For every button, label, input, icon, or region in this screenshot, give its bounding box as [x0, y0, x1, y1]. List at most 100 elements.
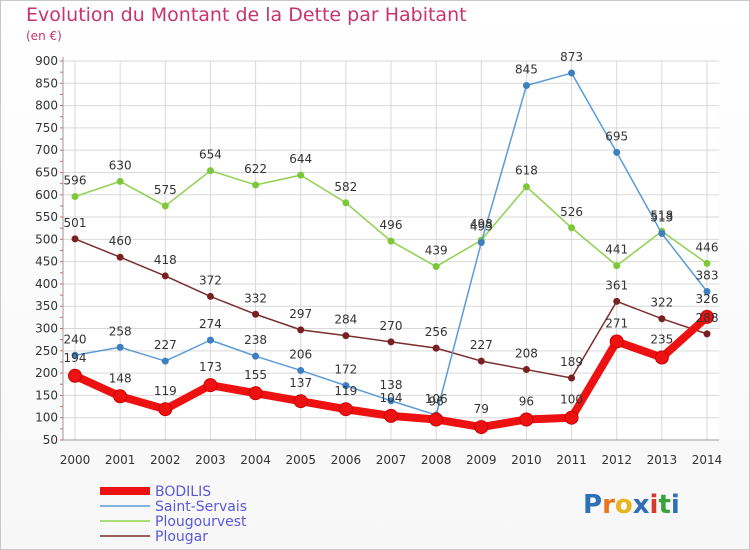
x-tick-label: 2000	[60, 453, 91, 467]
y-tick-label: 900	[35, 54, 58, 68]
data-point	[564, 410, 579, 425]
y-tick-label: 350	[35, 299, 58, 313]
data-label: 526	[560, 205, 583, 219]
data-point	[293, 394, 308, 409]
data-point	[522, 183, 530, 191]
data-label: 460	[109, 234, 132, 248]
data-point	[700, 309, 714, 324]
data-label: 227	[154, 338, 177, 352]
data-point	[609, 334, 624, 349]
data-point	[613, 148, 621, 156]
data-point	[342, 332, 350, 340]
data-label: 493	[470, 219, 493, 233]
data-label: 284	[334, 313, 357, 327]
data-point	[161, 357, 169, 365]
data-point	[116, 253, 124, 261]
data-label: 138	[380, 378, 403, 392]
logo-letter: r	[602, 490, 615, 520]
data-point	[116, 177, 124, 185]
data-point	[342, 382, 350, 390]
data-label: 227	[470, 338, 493, 352]
legend-label: Plougourvest	[155, 514, 247, 530]
data-label: 274	[199, 317, 222, 331]
y-tick-label: 800	[35, 99, 58, 113]
data-label: 644	[289, 152, 312, 166]
x-tick-label: 2003	[195, 453, 226, 467]
data-point	[203, 378, 218, 393]
data-point	[703, 288, 711, 296]
x-tick-label: 2009	[466, 453, 497, 467]
x-tick-label: 2006	[331, 453, 362, 467]
data-label: 79	[474, 402, 489, 416]
data-label: 206	[289, 347, 312, 361]
data-point	[342, 199, 350, 207]
y-tick-label: 500	[35, 232, 58, 246]
data-point	[113, 389, 128, 404]
y-tick-label: 750	[35, 121, 58, 135]
data-label: 695	[605, 129, 628, 143]
data-label: 332	[244, 291, 267, 305]
data-label: 238	[244, 333, 267, 347]
data-label: 873	[560, 50, 583, 64]
data-point	[658, 315, 666, 323]
data-point	[161, 272, 169, 280]
data-point	[384, 408, 398, 423]
logo-letter: i	[670, 490, 680, 520]
data-label: 104	[380, 391, 403, 405]
data-point	[522, 366, 530, 374]
data-label: 173	[199, 360, 222, 374]
data-point	[158, 402, 173, 417]
data-label: 654	[199, 148, 222, 162]
data-point	[429, 412, 444, 427]
data-label: 622	[244, 162, 267, 176]
data-label: 235	[650, 333, 673, 347]
data-point	[477, 357, 485, 365]
data-label: 297	[289, 307, 312, 321]
data-label: 596	[64, 174, 87, 188]
y-tick-label: 50	[43, 433, 58, 447]
logo-letter: P	[583, 490, 603, 520]
data-point	[71, 193, 79, 201]
data-label: 270	[380, 319, 403, 333]
data-label: 271	[605, 316, 628, 330]
data-point	[252, 310, 260, 318]
x-tick-label: 2007	[376, 453, 407, 467]
data-point	[568, 69, 576, 77]
data-point	[206, 292, 214, 300]
data-label: 582	[334, 180, 357, 194]
data-point	[338, 402, 353, 417]
data-label: 256	[425, 325, 448, 339]
data-label: 258	[109, 324, 132, 338]
y-tick-label: 250	[35, 344, 58, 358]
data-point	[297, 171, 305, 179]
data-label: 119	[334, 384, 357, 398]
y-tick-label: 200	[35, 366, 58, 380]
data-label: 326	[696, 292, 719, 306]
data-label: 446	[696, 240, 719, 254]
data-label: 498	[470, 217, 493, 231]
data-point	[252, 352, 260, 360]
data-label: 96	[429, 394, 444, 408]
data-point	[477, 238, 485, 246]
data-point	[474, 420, 489, 435]
data-label: 155	[244, 368, 267, 382]
data-point	[387, 237, 395, 245]
data-label: 194	[64, 351, 87, 365]
data-point	[297, 326, 305, 334]
data-label: 575	[154, 183, 177, 197]
x-tick-label: 2011	[556, 453, 587, 467]
x-tick-label: 2002	[150, 453, 181, 467]
data-label: 439	[425, 244, 448, 258]
y-tick-label: 400	[35, 277, 58, 291]
y-tick-label: 700	[35, 143, 58, 157]
data-label: 137	[289, 376, 312, 390]
data-label: 630	[109, 158, 132, 172]
x-tick-label: 2012	[601, 453, 632, 467]
data-point	[206, 167, 214, 175]
data-point	[71, 235, 79, 243]
data-point	[432, 344, 440, 352]
data-point	[297, 366, 305, 374]
data-label: 119	[154, 384, 177, 398]
logo-letter: x	[632, 490, 650, 520]
data-label: 845	[515, 63, 538, 77]
